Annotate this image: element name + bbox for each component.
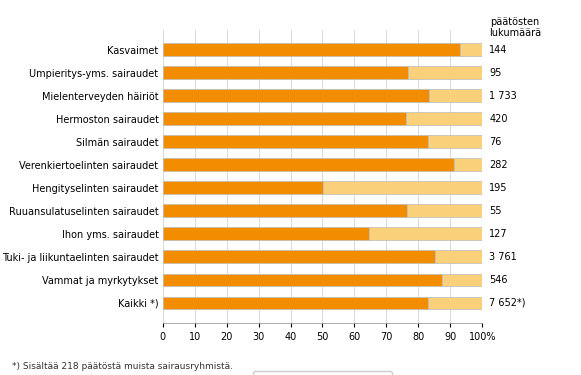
Text: 3 761: 3 761 [489, 252, 517, 262]
Bar [428, 135, 482, 148]
Bar [324, 182, 482, 194]
Bar [163, 251, 435, 263]
Text: 76: 76 [489, 137, 501, 147]
Bar [435, 251, 482, 263]
Text: 7 652*): 7 652*) [489, 298, 526, 308]
Bar [428, 297, 482, 309]
Bar [163, 297, 428, 309]
Bar [408, 66, 482, 79]
Bar [442, 273, 482, 286]
Bar [163, 66, 408, 79]
Bar [163, 89, 429, 102]
Text: *) Sisältää 218 päätöstä muista sairausryhmistä.: *) Sisältää 218 päätöstä muista sairausr… [12, 362, 232, 371]
Bar [163, 228, 369, 240]
Text: 195: 195 [489, 183, 508, 193]
Bar [163, 135, 428, 148]
Text: 127: 127 [489, 229, 508, 239]
Text: päätösten
lukumäärä: päätösten lukumäärä [489, 16, 541, 38]
Bar [163, 273, 442, 286]
Bar [369, 228, 482, 240]
Bar [163, 43, 460, 56]
Text: 95: 95 [489, 68, 501, 78]
Text: 144: 144 [489, 45, 508, 55]
Bar [163, 182, 324, 194]
Text: 282: 282 [489, 160, 508, 170]
Bar [429, 89, 482, 102]
Bar [163, 158, 454, 171]
Text: 546: 546 [489, 275, 508, 285]
Bar [163, 204, 407, 217]
Bar [406, 112, 482, 125]
Text: 55: 55 [489, 206, 501, 216]
Bar [407, 204, 482, 217]
Text: 1 733: 1 733 [489, 91, 517, 101]
Bar [163, 112, 406, 125]
Bar [460, 43, 482, 56]
Bar [454, 158, 482, 171]
Text: 420: 420 [489, 114, 508, 124]
Legend: Myöntö, Hylkäys: Myöntö, Hylkäys [253, 371, 392, 375]
